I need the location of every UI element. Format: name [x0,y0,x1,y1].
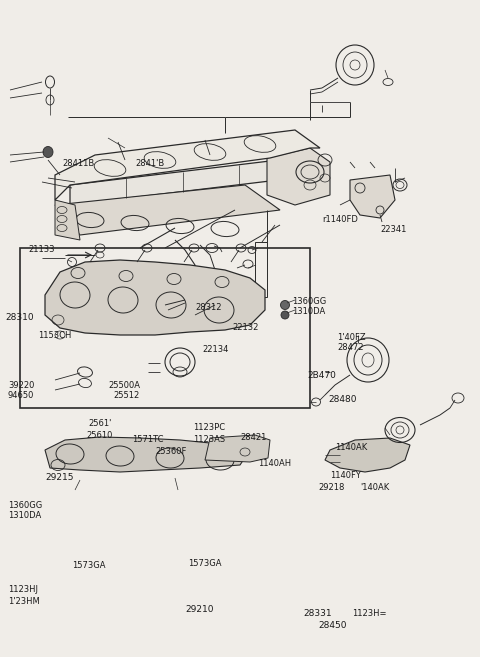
Text: 28472: 28472 [337,344,363,353]
Text: 29210: 29210 [185,606,214,614]
Polygon shape [45,260,265,335]
Text: 29218: 29218 [318,482,344,491]
Polygon shape [70,158,295,205]
Text: 1140FY: 1140FY [330,470,361,480]
Text: 1140AH: 1140AH [258,459,291,468]
Text: 22134: 22134 [202,344,228,353]
Polygon shape [55,185,280,235]
Text: 28421: 28421 [240,434,266,443]
Text: 1'23HM: 1'23HM [8,597,40,606]
Bar [255,242,267,297]
Polygon shape [55,130,320,200]
Text: 94650: 94650 [8,392,35,401]
Text: 1123AS: 1123AS [193,434,225,443]
Text: 25610: 25610 [86,430,112,440]
Ellipse shape [280,300,289,309]
Text: 1123H=: 1123H= [352,610,386,618]
Polygon shape [350,175,395,218]
Text: 1571TC: 1571TC [132,434,164,443]
Text: 1153CH: 1153CH [38,330,72,340]
Bar [20,248,310,408]
Text: r1140FD: r1140FD [322,214,358,223]
Text: 39220: 39220 [8,380,35,390]
Text: '140AK: '140AK [360,482,389,491]
Text: 1573GA: 1573GA [188,558,221,568]
Ellipse shape [281,311,289,319]
Text: 1310DA: 1310DA [292,307,325,317]
Polygon shape [45,437,250,472]
Text: 22132: 22132 [232,323,258,332]
Text: 21133: 21133 [28,246,55,254]
Text: 2B470: 2B470 [307,371,336,380]
Text: 1360GG: 1360GG [292,296,326,306]
Text: 1'40FZ: 1'40FZ [337,332,366,342]
Text: 2841'B: 2841'B [135,158,164,168]
Text: 1140AK: 1140AK [335,443,367,453]
Text: 2561': 2561' [88,420,111,428]
Polygon shape [55,200,80,240]
Text: 25512: 25512 [113,392,139,401]
Polygon shape [267,148,330,205]
Text: 22341: 22341 [380,225,407,235]
Text: 25360F: 25360F [155,447,186,455]
Text: 1360GG: 1360GG [8,501,42,509]
Text: 28310: 28310 [5,313,34,323]
Text: 1573GA: 1573GA [72,560,106,570]
Text: 1123HJ: 1123HJ [8,585,38,595]
Text: 28312: 28312 [195,304,221,313]
Text: 25500A: 25500A [108,380,140,390]
Text: 29215: 29215 [45,474,73,482]
Text: 1123PC: 1123PC [193,424,225,432]
Text: 28450: 28450 [318,620,347,629]
Polygon shape [325,438,410,472]
Text: 28411B: 28411B [62,158,94,168]
Ellipse shape [43,147,53,158]
Text: 1310DA: 1310DA [8,512,41,520]
Text: 28331: 28331 [303,610,332,618]
Polygon shape [205,435,270,462]
Text: 28480: 28480 [328,396,357,405]
